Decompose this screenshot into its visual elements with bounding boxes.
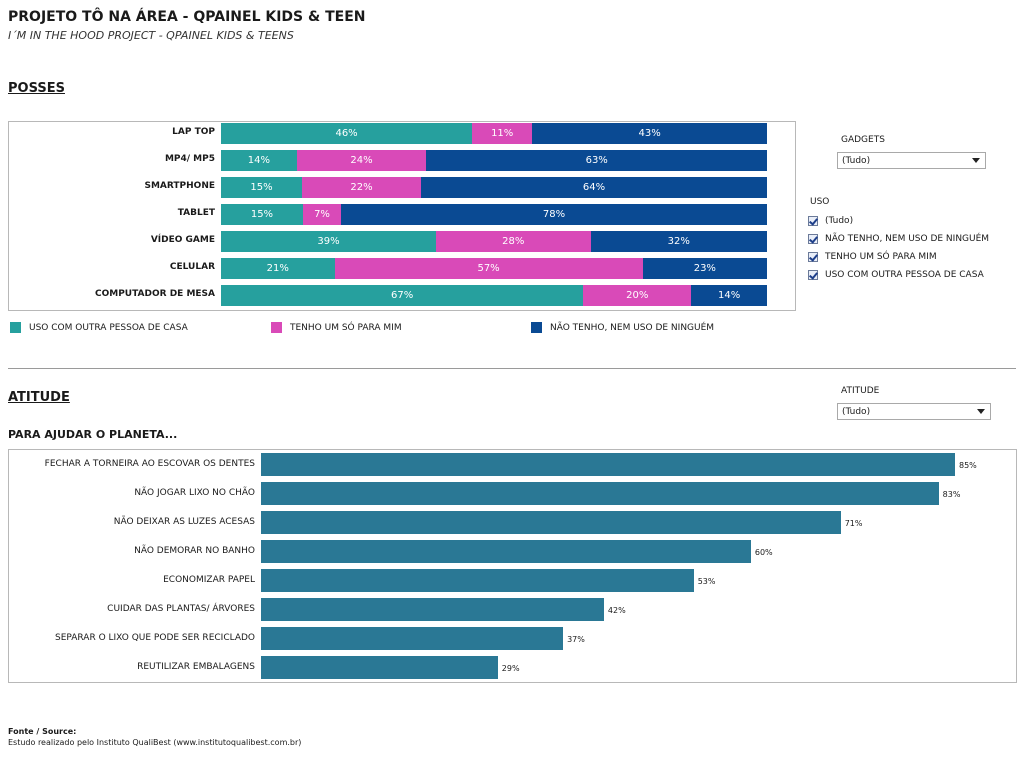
filter-title-uso: USO: [810, 197, 830, 207]
bar-segment[interactable]: 15%: [221, 177, 303, 198]
data-label: 29%: [501, 664, 520, 673]
posses-stacked-bar-chart: LAP TOP 46% 11% 43% MP4/ MP5 14% 24% 63% SMARTPH…: [9, 122, 795, 310]
chevron-down-icon: [977, 409, 985, 414]
legend-swatch-icon: [10, 322, 21, 333]
bar-segment[interactable]: 23%: [642, 258, 767, 279]
data-label: 42%: [607, 606, 626, 615]
page-title: PROJETO TÔ NA ÁREA - QPAINEL KIDS & TEEN: [8, 9, 366, 25]
bar-segment[interactable]: 67%: [221, 285, 584, 306]
bar-segment[interactable]: 64%: [421, 177, 767, 198]
bar[interactable]: [261, 569, 694, 592]
gadgets-dropdown-value: (Tudo): [842, 155, 871, 166]
uso-option-tudo[interactable]: (Tudo): [808, 216, 853, 226]
category-label: TABLET: [177, 208, 215, 218]
legend-item-tenho-um-so[interactable]: TENHO UM SÓ PARA MIM: [271, 322, 402, 333]
section-divider: [8, 368, 1016, 369]
legend-swatch-icon: [531, 322, 542, 333]
bar-segment[interactable]: 11%: [472, 123, 533, 144]
data-label: 83%: [942, 490, 961, 499]
bar-segment[interactable]: 63%: [426, 150, 767, 171]
uso-option-label: USO COM OUTRA PESSOA DE CASA: [825, 270, 984, 280]
legend-item-nao-tenho[interactable]: NÃO TENHO, NEM USO DE NINGUÉM: [531, 322, 714, 333]
uso-option-label: TENHO UM SÓ PARA MIM: [825, 252, 937, 262]
bar-segment[interactable]: 57%: [334, 258, 643, 279]
posses-chart-panel: LAP TOP 46% 11% 43% MP4/ MP5 14% 24% 63% SMARTPH…: [8, 121, 796, 311]
category-label: MP4/ MP5: [164, 154, 215, 164]
bar-segment[interactable]: 46%: [221, 123, 473, 144]
uso-option-tenho-um-so[interactable]: TENHO UM SÓ PARA MIM: [808, 252, 937, 262]
legend-item-uso-com-outra[interactable]: USO COM OUTRA PESSOA DE CASA: [10, 322, 188, 333]
uso-option-label: (Tudo): [825, 216, 854, 226]
bar-segment[interactable]: 43%: [532, 123, 767, 144]
bar-segment[interactable]: 21%: [221, 258, 335, 279]
uso-option-label: NÃO TENHO, NEM USO DE NINGUÉM: [825, 234, 990, 244]
bar-segment[interactable]: 14%: [691, 285, 767, 306]
filter-title-atitude: ATITUDE: [841, 386, 880, 396]
footer-source-text: Estudo realizado pelo Instituto QualiBes…: [8, 738, 302, 747]
category-label: SEPARAR O LIXO QUE PODE SER RECICLADO: [55, 633, 255, 643]
category-label: VÍDEO GAME: [150, 235, 215, 245]
atitude-dropdown-value: (Tudo): [842, 406, 871, 417]
data-label: 85%: [959, 461, 977, 470]
category-label: NÃO JOGAR LIXO NO CHÃO: [134, 488, 255, 498]
bar-segment[interactable]: 7%: [302, 204, 342, 225]
bar[interactable]: [261, 598, 604, 621]
category-label: LAP TOP: [172, 127, 215, 137]
checkbox-checked-icon[interactable]: [808, 216, 818, 226]
gadgets-dropdown[interactable]: (Tudo): [837, 152, 986, 169]
legend-label: TENHO UM SÓ PARA MIM: [290, 322, 402, 333]
footer-source-label: Fonte / Source:: [8, 727, 77, 736]
legend-swatch-icon: [271, 322, 282, 333]
uso-option-uso-com-outra[interactable]: USO COM OUTRA PESSOA DE CASA: [808, 270, 984, 280]
bar[interactable]: [261, 511, 841, 534]
bar-segment[interactable]: 14%: [221, 150, 297, 171]
category-label: CUIDAR DAS PLANTAS/ ÁRVORES: [107, 604, 255, 614]
data-label: 37%: [567, 635, 585, 644]
uso-option-nao-tenho[interactable]: NÃO TENHO, NEM USO DE NINGUÉM: [808, 234, 989, 244]
bar[interactable]: [261, 656, 498, 679]
bar-segment[interactable]: 39%: [221, 231, 437, 252]
category-label: ECONOMIZAR PAPEL: [163, 575, 255, 585]
category-label: NÃO DEIXAR AS LUZES ACESAS: [113, 517, 255, 527]
atitude-chart-panel: FECHAR A TORNEIRA AO ESCOVAR OS DENTES 85…: [8, 449, 1017, 683]
bar-segment[interactable]: 28%: [436, 231, 591, 252]
checkbox-checked-icon[interactable]: [808, 234, 818, 244]
section-title-atitude: ATITUDE: [8, 390, 70, 405]
bar-segment[interactable]: 78%: [341, 204, 767, 225]
checkbox-checked-icon[interactable]: [808, 270, 818, 280]
checkbox-checked-icon[interactable]: [808, 252, 818, 262]
bar-segment[interactable]: 20%: [583, 285, 692, 306]
data-label: 53%: [697, 577, 716, 586]
bar-segment[interactable]: 15%: [221, 204, 303, 225]
atitude-dropdown[interactable]: (Tudo): [837, 403, 991, 420]
legend-label: NÃO TENHO, NEM USO DE NINGUÉM: [550, 322, 715, 333]
category-label: CELULAR: [169, 262, 215, 272]
category-label: COMPUTADOR DE MESA: [94, 289, 215, 299]
category-label: NÃO DEMORAR NO BANHO: [134, 546, 255, 556]
bar[interactable]: [261, 627, 564, 650]
category-label: REUTILIZAR EMBALAGENS: [137, 662, 255, 672]
bar[interactable]: [261, 540, 751, 563]
bar-segment[interactable]: 24%: [296, 150, 427, 171]
bar[interactable]: [261, 482, 939, 505]
bar[interactable]: [261, 453, 955, 476]
category-label: SMARTPHONE: [144, 181, 215, 191]
filter-title-gadgets: GADGETS: [841, 135, 885, 145]
legend-label: USO COM OUTRA PESSOA DE CASA: [29, 322, 188, 333]
data-label: 71%: [844, 519, 863, 528]
atitude-bar-chart: FECHAR A TORNEIRA AO ESCOVAR OS DENTES 85…: [9, 450, 1016, 682]
page-subtitle: I´M IN THE HOOD PROJECT - QPAINEL KIDS &…: [8, 29, 294, 42]
atitude-subtitle: PARA AJUDAR O PLANETA...: [8, 428, 178, 441]
bar-segment[interactable]: 22%: [302, 177, 421, 198]
category-label: FECHAR A TORNEIRA AO ESCOVAR OS DENTES: [44, 459, 255, 469]
chevron-down-icon: [972, 158, 980, 163]
bar-segment[interactable]: 32%: [590, 231, 767, 252]
section-title-posses: POSSES: [8, 81, 65, 96]
data-label: 60%: [754, 548, 773, 557]
